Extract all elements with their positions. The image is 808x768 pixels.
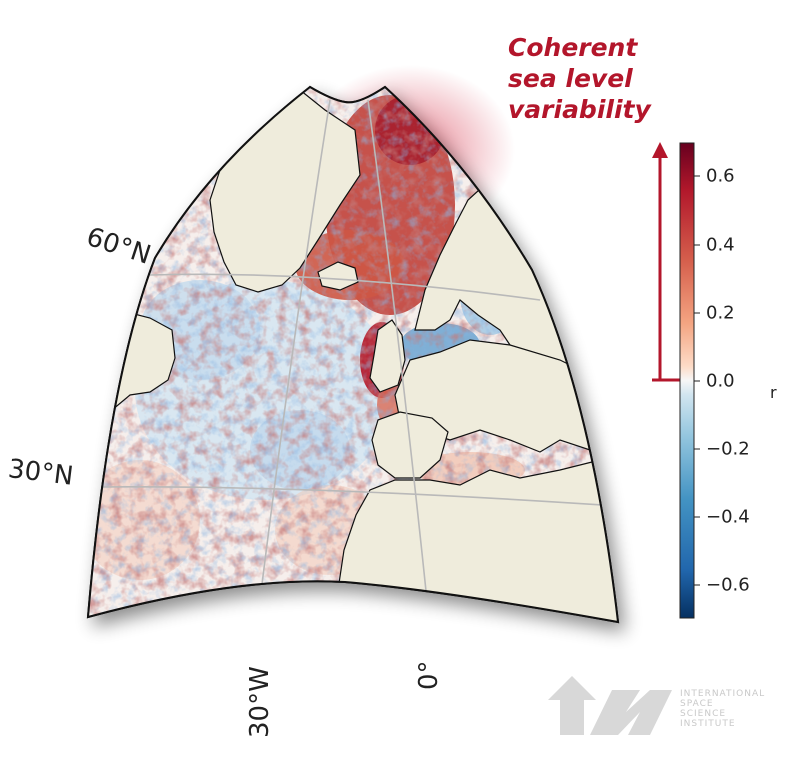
logo-line-1: INTERNATIONAL bbox=[680, 689, 766, 699]
colorbar-ticks bbox=[694, 175, 700, 586]
issi-logo-text: INTERNATIONAL SPACE SCIENCE INSTITUTE bbox=[680, 689, 765, 729]
parallel-60n bbox=[149, 273, 541, 301]
meridian-30w bbox=[259, 99, 331, 601]
colorbar bbox=[679, 142, 700, 619]
colorbar-tick-label: 0.0 bbox=[706, 370, 735, 392]
colorbar-tick-label: −0.4 bbox=[706, 506, 750, 528]
issi-logo-mark bbox=[548, 676, 672, 735]
graticule bbox=[97, 99, 603, 611]
annotation-line-2: sea level bbox=[508, 64, 633, 93]
logo-line-4: INSTITUTE bbox=[680, 719, 736, 729]
logo-line-3: SCIENCE bbox=[680, 709, 727, 719]
annotation-line-1: Coherent bbox=[508, 33, 638, 62]
iceland bbox=[317, 261, 359, 291]
annotation-line-3: variability bbox=[508, 95, 651, 124]
lon-label-30w: 30°W bbox=[245, 666, 275, 738]
parallel-30n bbox=[97, 486, 603, 506]
colorbar-gradient bbox=[679, 142, 695, 619]
logo-line-2: SPACE bbox=[680, 699, 714, 709]
meridian-0 bbox=[367, 99, 429, 611]
colorbar-tick-label: 0.6 bbox=[706, 165, 735, 187]
colorbar-tick-label: 0.2 bbox=[706, 302, 735, 324]
colorbar-tick-label: −0.6 bbox=[706, 574, 750, 596]
annotation-arrow bbox=[652, 142, 680, 382]
map-outline bbox=[86, 85, 620, 624]
british-isles bbox=[369, 319, 406, 393]
lon-label-0: 0° bbox=[414, 660, 444, 690]
coherent-variability-annotation: Coherent sea level variability bbox=[508, 32, 688, 125]
colorbar-tick-label: 0.4 bbox=[706, 234, 735, 256]
colorbar-tick-label: −0.2 bbox=[706, 438, 750, 460]
colorbar-label: r bbox=[770, 383, 777, 402]
